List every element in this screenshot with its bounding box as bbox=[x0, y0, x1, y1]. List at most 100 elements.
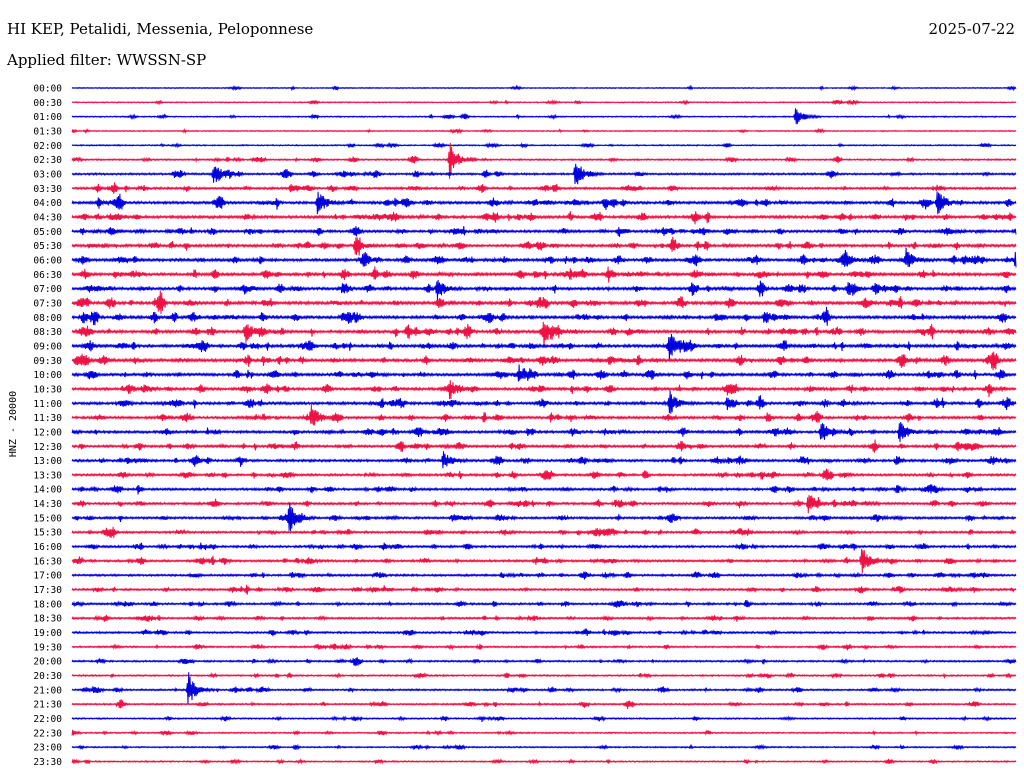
row-time-label: 20:00 bbox=[33, 657, 62, 668]
row-time-label: 09:00 bbox=[33, 341, 62, 352]
row-time-label: 00:00 bbox=[33, 84, 62, 95]
trace-row-0330 bbox=[71, 182, 1017, 194]
trace-row-2030 bbox=[71, 672, 1017, 680]
row-time-label: 15:30 bbox=[33, 528, 62, 539]
trace-row-1730 bbox=[71, 584, 1017, 595]
trace-row-1430 bbox=[71, 494, 1017, 514]
row-time-label: 14:00 bbox=[33, 485, 62, 496]
trace-row-1530 bbox=[71, 526, 1017, 539]
row-time-label: 21:00 bbox=[33, 685, 62, 696]
trace-row-2230 bbox=[71, 729, 1017, 737]
row-time-label: 07:00 bbox=[33, 284, 62, 295]
trace-row-1000 bbox=[71, 364, 1017, 382]
row-time-label: 17:30 bbox=[33, 585, 62, 596]
trace-row-2330 bbox=[71, 758, 1017, 765]
row-time-label: 16:00 bbox=[33, 542, 62, 553]
trace-row-0630 bbox=[71, 266, 1017, 283]
row-time-label: 22:30 bbox=[33, 728, 62, 739]
row-time-label: 17:00 bbox=[33, 571, 62, 582]
trace-row-1800 bbox=[71, 600, 1017, 608]
row-time-label: 06:00 bbox=[33, 255, 62, 266]
row-time-label: 11:30 bbox=[33, 413, 62, 424]
trace-row-1700 bbox=[71, 571, 1017, 580]
row-time-label: 06:30 bbox=[33, 270, 62, 281]
row-time-label: 11:00 bbox=[33, 399, 62, 410]
row-time-label: 16:30 bbox=[33, 556, 62, 567]
trace-row-2130 bbox=[71, 699, 1017, 709]
row-time-label: 01:30 bbox=[33, 126, 62, 137]
row-time-label: 09:30 bbox=[33, 356, 62, 367]
trace-row-0130 bbox=[71, 127, 1017, 135]
trace-row-1100 bbox=[71, 390, 1017, 414]
row-time-label: 13:30 bbox=[33, 470, 62, 481]
row-time-label: 02:30 bbox=[33, 155, 62, 166]
trace-row-1930 bbox=[71, 643, 1017, 651]
row-time-label: 05:00 bbox=[33, 227, 62, 238]
row-time-label: 08:30 bbox=[33, 327, 62, 338]
trace-row-1130 bbox=[71, 403, 1017, 426]
trace-row-0830 bbox=[71, 321, 1017, 349]
trace-row-0300 bbox=[71, 163, 1017, 185]
trace-row-1300 bbox=[71, 451, 1017, 469]
trace-row-0100 bbox=[71, 108, 1017, 125]
trace-row-0600 bbox=[71, 247, 1017, 268]
trace-row-0430 bbox=[71, 211, 1017, 225]
trace-row-2100 bbox=[71, 672, 1017, 704]
row-time-label: 15:00 bbox=[33, 513, 62, 524]
trace-row-2200 bbox=[71, 715, 1017, 722]
row-time-label: 02:00 bbox=[33, 141, 62, 152]
trace-row-1830 bbox=[71, 614, 1017, 622]
trace-row-0730 bbox=[71, 290, 1017, 315]
trace-row-0700 bbox=[71, 279, 1017, 301]
row-time-label: 23:30 bbox=[33, 757, 62, 768]
trace-row-0800 bbox=[71, 306, 1017, 326]
date-label: 2025-07-22 bbox=[928, 20, 1015, 38]
row-time-label: 07:30 bbox=[33, 298, 62, 309]
row-time-label: 03:00 bbox=[33, 169, 62, 180]
trace-row-1500 bbox=[71, 502, 1017, 532]
trace-row-0400 bbox=[71, 191, 1017, 215]
row-time-label: 20:30 bbox=[33, 671, 62, 682]
trace-row-0900 bbox=[71, 333, 1017, 360]
row-time-label: 10:00 bbox=[33, 370, 62, 381]
row-time-label: 01:00 bbox=[33, 112, 62, 123]
row-time-label: 03:30 bbox=[33, 184, 62, 195]
trace-row-2300 bbox=[71, 743, 1017, 751]
row-time-label: 13:00 bbox=[33, 456, 62, 467]
row-time-label: 14:30 bbox=[33, 499, 62, 510]
row-time-label: 05:30 bbox=[33, 241, 62, 252]
trace-row-0230 bbox=[71, 142, 1017, 179]
row-time-label: 10:30 bbox=[33, 384, 62, 395]
row-time-label: 19:00 bbox=[33, 628, 62, 639]
filter-label: Applied filter: WWSSN-SP bbox=[7, 51, 207, 69]
trace-row-1630 bbox=[71, 548, 1017, 574]
trace-row-1330 bbox=[71, 468, 1017, 481]
row-time-label: 04:30 bbox=[33, 212, 62, 223]
trace-row-0530 bbox=[71, 236, 1017, 256]
row-time-label: 22:00 bbox=[33, 714, 62, 725]
row-time-label: 08:00 bbox=[33, 313, 62, 324]
row-time-label: 19:30 bbox=[33, 642, 62, 653]
trace-row-0000 bbox=[71, 84, 1017, 92]
trace-row-1400 bbox=[71, 484, 1017, 495]
trace-row-1600 bbox=[71, 542, 1017, 551]
row-time-label: 18:00 bbox=[33, 599, 62, 610]
trace-row-1030 bbox=[71, 380, 1017, 400]
trace-row-2000 bbox=[71, 657, 1017, 667]
row-time-label: 12:00 bbox=[33, 427, 62, 438]
row-time-label: 21:30 bbox=[33, 700, 62, 711]
trace-row-1900 bbox=[71, 628, 1017, 637]
row-time-label: 23:00 bbox=[33, 743, 62, 754]
trace-row-0030 bbox=[71, 98, 1017, 106]
row-time-label: 12:30 bbox=[33, 442, 62, 453]
trace-row-0200 bbox=[71, 142, 1017, 149]
row-label-group: 00:00 00:30 01:00 01:30 02:00 02:30 03:00 03:30… bbox=[33, 84, 62, 769]
trace-group bbox=[71, 84, 1017, 765]
y-axis-label: HNZ - 20000 bbox=[8, 391, 19, 457]
row-time-label: 18:30 bbox=[33, 614, 62, 625]
trace-row-1200 bbox=[71, 421, 1017, 443]
station-title: HI KEP, Petalidi, Messenia, Peloponnese bbox=[7, 20, 314, 38]
trace-row-1230 bbox=[71, 439, 1017, 453]
trace-row-0500 bbox=[71, 226, 1017, 237]
